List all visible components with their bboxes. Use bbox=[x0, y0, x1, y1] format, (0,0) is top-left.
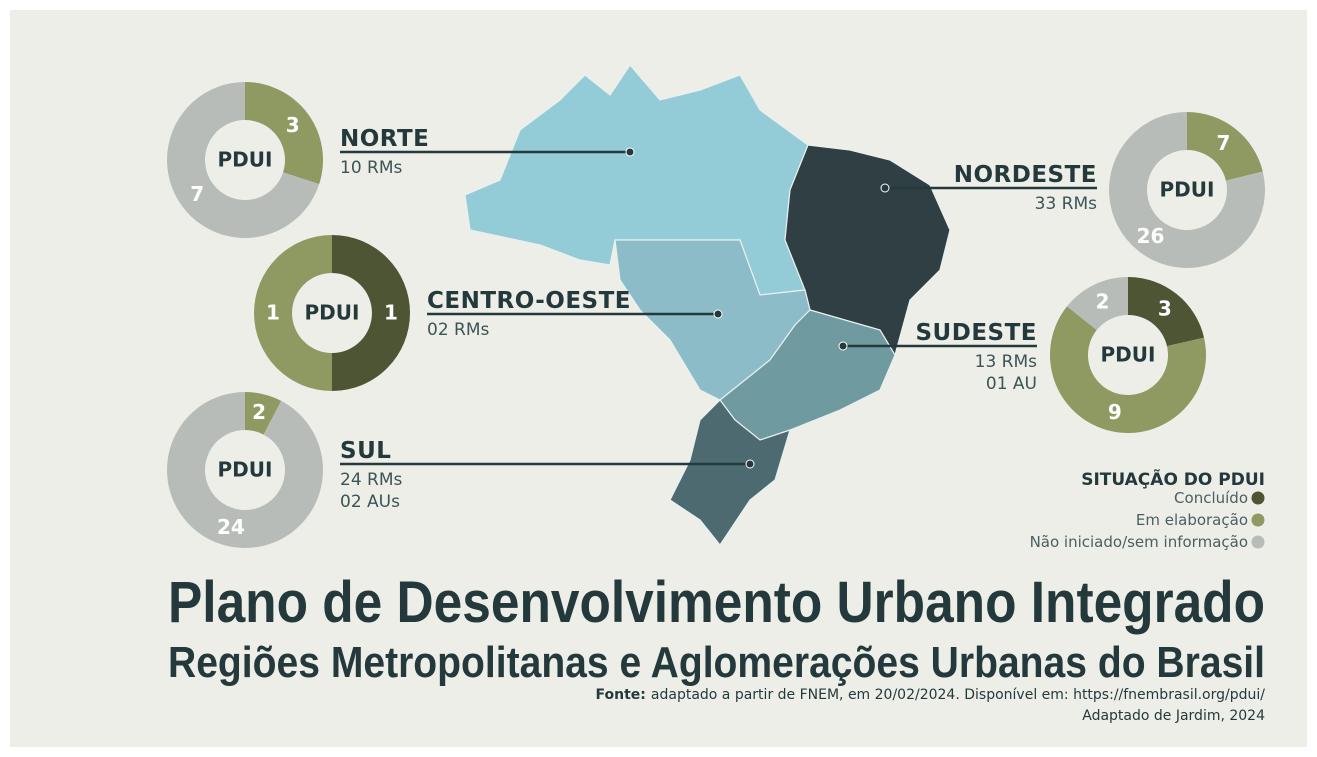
slice-label: 1 bbox=[266, 301, 280, 325]
slice-label: 1 bbox=[384, 301, 398, 325]
donut-slice bbox=[1128, 277, 1205, 347]
map-nordeste bbox=[784, 144, 951, 357]
source-line: Fonte: adaptado a partir de FNEM, em 20/0… bbox=[596, 687, 1266, 703]
slice-label: 2 bbox=[1095, 289, 1109, 313]
region-name: CENTRO-OESTE bbox=[427, 288, 631, 314]
region-count: 02 RMs bbox=[427, 320, 490, 340]
legend-swatch bbox=[1251, 513, 1265, 527]
region-dot bbox=[838, 341, 848, 351]
region-count: 10 RMs bbox=[340, 158, 403, 178]
region-count: 02 AUs bbox=[340, 492, 400, 512]
donut-center-label: PDUI bbox=[218, 458, 273, 482]
main-title: Plano de Desenvolvimento Urbano Integrad… bbox=[168, 570, 1265, 635]
slice-label: 24 bbox=[217, 515, 245, 539]
donut-slice bbox=[1187, 112, 1263, 181]
donut-slice bbox=[245, 392, 282, 435]
slice-label: 2 bbox=[252, 400, 266, 424]
donut-slice bbox=[332, 235, 410, 391]
region-count: 24 RMs bbox=[340, 470, 403, 490]
donut-slice bbox=[167, 392, 323, 548]
region-dot bbox=[745, 459, 755, 469]
legend-swatch bbox=[1251, 535, 1265, 549]
donut-slice bbox=[254, 235, 332, 391]
map-sul bbox=[669, 399, 791, 547]
donut-slice bbox=[1109, 112, 1265, 268]
credit: Adaptado de Jardim, 2024 bbox=[1082, 708, 1265, 724]
source-label: Fonte: bbox=[596, 687, 646, 703]
donut-slice bbox=[245, 82, 324, 185]
donut-slice bbox=[167, 82, 320, 238]
source: adaptado a partir de FNEM, em 20/02/2024… bbox=[651, 687, 1265, 703]
legend-label: Em elaboração bbox=[1136, 511, 1248, 529]
brazil-map bbox=[464, 64, 951, 547]
region-name: NORTE bbox=[340, 126, 429, 152]
region-count: 13 RMs bbox=[975, 352, 1038, 372]
region-count: 01 AU bbox=[986, 374, 1037, 394]
legend-label: Concluído bbox=[1174, 489, 1248, 507]
region-name: NORDESTE bbox=[954, 162, 1097, 188]
slice-label: 7 bbox=[1217, 131, 1231, 155]
slice-label: 3 bbox=[286, 113, 300, 137]
region-name: SUL bbox=[340, 438, 391, 464]
donut-slice bbox=[1067, 277, 1128, 331]
region-dot bbox=[880, 183, 890, 193]
slice-label: 26 bbox=[1137, 224, 1165, 248]
slice-label: 3 bbox=[1158, 296, 1172, 320]
slice-label: 7 bbox=[190, 182, 204, 206]
donut-center-label: PDUI bbox=[1101, 343, 1156, 367]
donut-center-label: PDUI bbox=[1160, 178, 1215, 202]
donut-center-label: PDUI bbox=[305, 301, 360, 325]
region-name: SUDESTE bbox=[915, 320, 1037, 346]
main-subtitle: Regiões Metropolitanas e Aglomerações Ur… bbox=[168, 638, 1265, 687]
legend-swatch bbox=[1251, 491, 1265, 505]
donut-slice bbox=[1050, 306, 1206, 433]
region-dot bbox=[625, 147, 635, 157]
region-dot bbox=[713, 309, 723, 319]
legend-title: SITUAÇÃO DO PDUI bbox=[1081, 467, 1265, 490]
region-count: 33 RMs bbox=[1035, 194, 1098, 214]
slice-label: 9 bbox=[1108, 400, 1122, 424]
legend-label: Não iniciado/sem informação bbox=[1030, 533, 1248, 551]
donut-center-label: PDUI bbox=[218, 148, 273, 172]
